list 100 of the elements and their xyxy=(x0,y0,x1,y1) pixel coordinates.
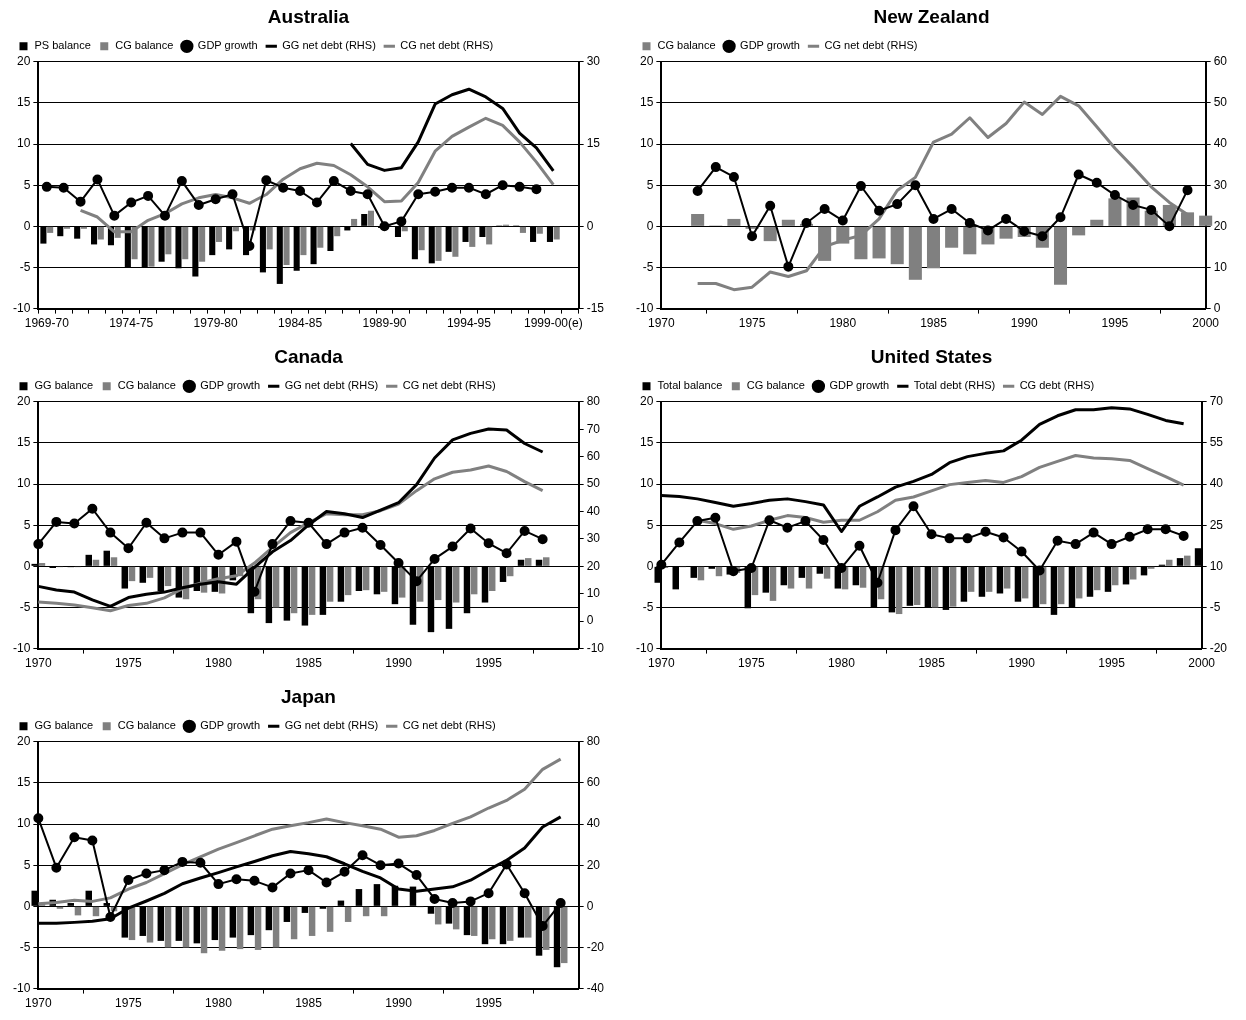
y-tick-label: -10 xyxy=(636,300,654,315)
legend-label: GG net debt (RHS) xyxy=(284,379,379,392)
y2-tick-label: 30 xyxy=(1213,177,1228,192)
y2-tick-label: 40 xyxy=(586,503,601,518)
chart-title: Japan xyxy=(281,685,336,707)
legend-label: CG net debt (RHS) xyxy=(402,379,496,392)
y-tick-label: 15 xyxy=(16,775,31,790)
legend-label: Total balance xyxy=(657,379,723,392)
legend-label: GDP growth xyxy=(200,379,261,392)
legend-label: CG balance xyxy=(117,379,176,392)
x-tick-label: 1994-95 xyxy=(446,316,492,331)
legend-label: GDP growth xyxy=(200,719,261,732)
legend-label: CG net debt (RHS) xyxy=(824,39,918,52)
y-tick-label: 10 xyxy=(16,136,31,151)
legend-label: GG balance xyxy=(34,719,94,732)
legend-label: GG balance xyxy=(34,379,94,392)
legend-label: CG balance xyxy=(657,39,716,52)
y2-tick-label: -20 xyxy=(586,939,605,954)
x-tick-label: 1995 xyxy=(475,996,503,1011)
x-tick-label: 1970 xyxy=(647,316,676,331)
y-tick-label: 10 xyxy=(639,136,654,151)
legend-label: CG balance xyxy=(746,379,805,392)
y-tick-label: 0 xyxy=(23,218,31,233)
y-tick-label: -10 xyxy=(13,300,31,315)
y-tick-label: 15 xyxy=(639,95,654,110)
y2-tick-label: 70 xyxy=(1209,394,1224,409)
y-tick-label: 20 xyxy=(16,394,31,409)
y-tick-label: 15 xyxy=(639,435,654,450)
chart-title: United States xyxy=(870,345,993,367)
y2-tick-label: 60 xyxy=(1213,54,1228,69)
y-tick-label: -5 xyxy=(642,259,654,274)
x-tick-label: 1985 xyxy=(920,316,948,331)
y2-tick-label: 0 xyxy=(586,898,594,913)
legend-label: Total debt (RHS) xyxy=(913,379,996,392)
y2-tick-label: 30 xyxy=(586,54,601,69)
y-tick-label: 20 xyxy=(639,394,654,409)
x-tick-label: 1980 xyxy=(205,656,233,671)
y2-tick-label: 20 xyxy=(1213,218,1228,233)
y2-tick-label: 60 xyxy=(586,448,601,463)
y-tick-label: 10 xyxy=(16,476,31,491)
y2-tick-label: 0 xyxy=(586,613,594,628)
legend-label: GDP growth xyxy=(740,39,800,52)
x-tick-label: 1980 xyxy=(828,656,856,671)
x-tick-label: 1995 xyxy=(475,656,503,671)
y-tick-label: -10 xyxy=(636,640,654,655)
x-tick-label: 1985 xyxy=(295,996,323,1011)
x-tick-label: 1975 xyxy=(738,316,766,331)
x-tick-label: 1990 xyxy=(1010,316,1038,331)
legend-label: CG net debt (RHS) xyxy=(400,39,494,52)
y-tick-label: -5 xyxy=(642,599,654,614)
y-tick-label: 20 xyxy=(639,54,654,69)
y2-tick-label: 10 xyxy=(1213,259,1228,274)
y2-tick-label: 0 xyxy=(1213,300,1221,315)
y2-tick-label: 30 xyxy=(586,531,601,546)
x-tick-label: 1999-00(e) xyxy=(523,316,583,331)
x-tick-label: 1975 xyxy=(115,656,143,671)
y-tick-label: 15 xyxy=(16,435,31,450)
legend-label: CG balance xyxy=(115,39,174,52)
y2-tick-label: 50 xyxy=(586,476,601,491)
y-tick-label: 5 xyxy=(23,857,31,872)
y-tick-label: 15 xyxy=(16,95,31,110)
y2-tick-label: 50 xyxy=(1213,95,1228,110)
y2-tick-label: 25 xyxy=(1209,517,1224,532)
x-tick-label: 1989-90 xyxy=(362,316,407,331)
y2-tick-label: 0 xyxy=(586,218,594,233)
x-tick-label: 1980 xyxy=(205,996,233,1011)
y-tick-label: 20 xyxy=(16,54,31,69)
y-tick-label: -5 xyxy=(19,599,31,614)
chart-title: Australia xyxy=(267,5,350,27)
x-tick-label: 1974-75 xyxy=(109,316,154,331)
legend-label: CG debt (RHS) xyxy=(1019,379,1095,392)
y2-tick-label: 10 xyxy=(1209,558,1224,573)
x-tick-label: 1975 xyxy=(115,996,143,1011)
y-tick-label: -10 xyxy=(13,640,31,655)
y2-tick-label: 10 xyxy=(586,586,601,601)
y2-tick-label: -15 xyxy=(586,300,605,315)
y-tick-label: 5 xyxy=(23,177,31,192)
y2-tick-label: 40 xyxy=(1213,136,1228,151)
legend-label: CG net debt (RHS) xyxy=(402,719,496,732)
x-tick-label: 1984-85 xyxy=(278,316,323,331)
y-tick-label: -10 xyxy=(13,980,31,995)
x-tick-label: 1970 xyxy=(24,656,53,671)
x-tick-label: 1985 xyxy=(295,656,323,671)
legend-label: PS balance xyxy=(34,39,91,52)
x-tick-label: 1995 xyxy=(1101,316,1129,331)
y2-tick-label: 80 xyxy=(586,734,601,749)
x-tick-label: 1990 xyxy=(1008,656,1036,671)
legend-label: GG net debt (RHS) xyxy=(282,39,376,52)
legend-label: GG net debt (RHS) xyxy=(284,719,379,732)
y2-tick-label: 40 xyxy=(586,816,601,831)
y2-tick-label: -10 xyxy=(586,640,605,655)
y-tick-label: 5 xyxy=(646,517,654,532)
x-tick-label: 1975 xyxy=(738,656,766,671)
y2-tick-label: 55 xyxy=(1209,435,1224,450)
x-tick-label: 2000 xyxy=(1188,656,1216,671)
chart-title: Canada xyxy=(274,345,344,367)
chart-title: New Zealand xyxy=(873,5,990,27)
legend-label: GDP growth xyxy=(829,379,890,392)
legend-label: GDP growth xyxy=(197,39,258,52)
y2-tick-label: 60 xyxy=(586,775,601,790)
